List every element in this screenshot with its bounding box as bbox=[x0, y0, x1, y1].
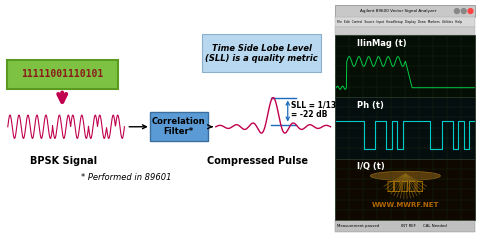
Text: 微波射频网: 微波射频网 bbox=[387, 180, 424, 193]
Text: Ph (t): Ph (t) bbox=[357, 101, 384, 110]
Text: Time Side Lobe Level
(SLL) is a quality metric: Time Side Lobe Level (SLL) is a quality … bbox=[205, 44, 318, 63]
Bar bbox=[335, 97, 475, 159]
Circle shape bbox=[461, 9, 466, 14]
FancyBboxPatch shape bbox=[202, 34, 321, 72]
Bar bbox=[335, 27, 475, 35]
Text: File  Edit  Control  Source  Input  HeadSetup  Display  Draw  Markers  Utilities: File Edit Control Source Input HeadSetup… bbox=[337, 20, 463, 24]
Text: I/Q (t): I/Q (t) bbox=[357, 162, 385, 171]
Text: 11111001110101: 11111001110101 bbox=[21, 69, 103, 79]
Text: INT REF: INT REF bbox=[401, 224, 416, 228]
Bar bbox=[335, 35, 475, 220]
Text: = -22 dB: = -22 dB bbox=[291, 110, 327, 119]
Text: Agilent 89600 Vector Signal Analyzer: Agilent 89600 Vector Signal Analyzer bbox=[360, 9, 436, 13]
Text: Compressed Pulse: Compressed Pulse bbox=[207, 156, 308, 166]
Text: * Performed in 89601: * Performed in 89601 bbox=[81, 173, 172, 182]
Bar bbox=[335, 5, 475, 17]
FancyBboxPatch shape bbox=[7, 60, 118, 89]
Text: Measurement paused: Measurement paused bbox=[337, 224, 380, 228]
Bar bbox=[335, 220, 475, 232]
Text: BPSK Signal: BPSK Signal bbox=[29, 156, 97, 166]
Bar bbox=[335, 17, 475, 27]
Circle shape bbox=[454, 9, 459, 14]
Ellipse shape bbox=[370, 171, 441, 180]
Text: Correlation
Filter*: Correlation Filter* bbox=[152, 117, 206, 137]
Text: CAL Needed: CAL Needed bbox=[423, 224, 446, 228]
Text: SLL = 1/13: SLL = 1/13 bbox=[291, 101, 336, 110]
Text: WWW.MWRF.NET: WWW.MWRF.NET bbox=[371, 202, 439, 208]
Bar bbox=[335, 35, 475, 97]
FancyBboxPatch shape bbox=[150, 112, 208, 141]
Circle shape bbox=[468, 9, 473, 14]
Bar bbox=[335, 159, 475, 220]
Text: IlinMag (t): IlinMag (t) bbox=[357, 39, 406, 48]
